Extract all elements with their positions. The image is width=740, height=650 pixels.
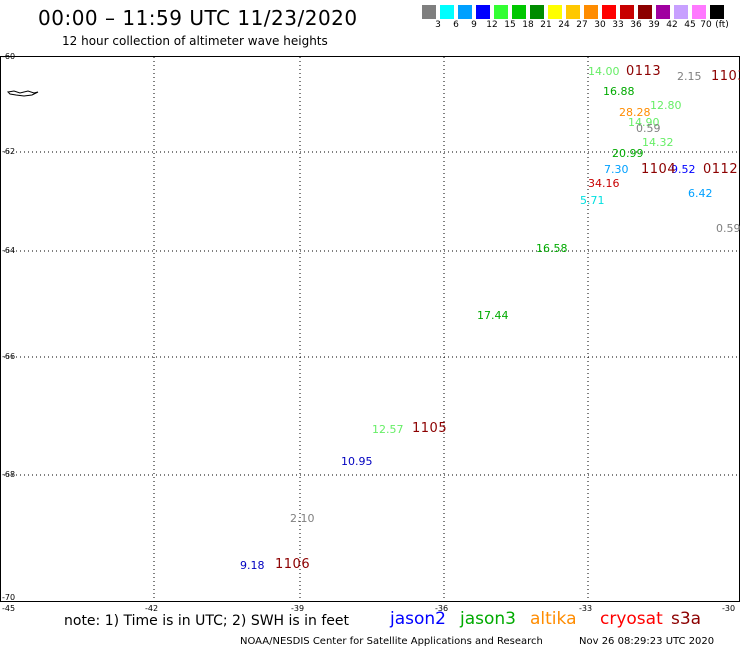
lon-label: -30 xyxy=(722,604,736,613)
wave-height-value: 14.32 xyxy=(642,136,674,149)
legend-swatch xyxy=(422,5,436,19)
lat-label: -70 xyxy=(2,593,16,602)
legend-swatch xyxy=(494,5,508,19)
wave-height-value: 9.18 xyxy=(240,559,265,572)
legend-label: 45 xyxy=(684,20,696,30)
legend-swatch xyxy=(602,5,616,19)
wave-height-value: 17.44 xyxy=(477,309,509,322)
legend-label: 30 xyxy=(594,20,606,30)
legend-swatch xyxy=(440,5,454,19)
station-id-label: 1106 xyxy=(275,557,311,572)
wave-height-value: 28.28 xyxy=(619,106,651,119)
legend-label: 12 xyxy=(486,20,498,30)
legend-label: 18 xyxy=(522,20,534,30)
island-outline xyxy=(6,90,39,97)
wave-height-value: 16.88 xyxy=(603,85,635,98)
lat-label: -66 xyxy=(2,352,16,361)
legend-swatch xyxy=(512,5,526,19)
lon-label: -45 xyxy=(2,604,16,613)
legend-swatch xyxy=(458,5,472,19)
map-subtitle: 12 hour collection of altimeter wave hei… xyxy=(62,34,328,48)
lat-label: -68 xyxy=(2,470,16,479)
legend-label: 24 xyxy=(558,20,570,30)
station-id-label: 1104 xyxy=(641,162,677,177)
lon-label: -39 xyxy=(291,604,305,613)
wave-height-value: 6.42 xyxy=(688,187,713,200)
legend-swatch xyxy=(476,5,490,19)
map-title: 00:00 – 11:59 UTC 11/23/2020 xyxy=(38,6,358,30)
legend-swatch xyxy=(638,5,652,19)
station-id-label: 1105 xyxy=(412,421,448,436)
legend-label: 39 xyxy=(648,20,660,30)
satellite-legend-jason2: jason2 xyxy=(390,609,446,629)
footer-organization: NOAA/NESDIS Center for Satellite Applica… xyxy=(240,636,543,647)
wave-height-value: 9.52 xyxy=(671,163,696,176)
legend-swatch xyxy=(692,5,706,19)
legend-unit: (ft) xyxy=(715,20,729,30)
wave-height-value: 12.80 xyxy=(650,99,682,112)
legend-label: 33 xyxy=(612,20,624,30)
legend-swatch xyxy=(548,5,562,19)
lon-label: -42 xyxy=(145,604,159,613)
lat-label: -60 xyxy=(2,52,16,61)
wave-height-value: 20.99 xyxy=(612,147,644,160)
wave-height-value: 10.95 xyxy=(341,455,373,468)
legend-label: 42 xyxy=(666,20,678,30)
legend-label: 70 xyxy=(700,20,712,30)
station-id-label: 0113 xyxy=(626,64,662,79)
wave-height-value: 5.71 xyxy=(580,194,605,207)
legend-label: 9 xyxy=(471,20,477,30)
wave-height-value: 34.16 xyxy=(588,177,620,190)
legend-swatch xyxy=(530,5,544,19)
satellite-legend-jason3: jason3 xyxy=(460,609,516,629)
lon-label: -36 xyxy=(435,604,449,613)
wave-height-value: 2.10 xyxy=(290,512,315,525)
wave-height-value: 14.00 xyxy=(588,65,620,78)
legend-swatch xyxy=(656,5,670,19)
satellite-legend-cryosat: cryosat xyxy=(600,609,663,629)
legend-swatch xyxy=(710,5,724,19)
legend-swatch xyxy=(674,5,688,19)
legend-label: 15 xyxy=(504,20,516,30)
lat-label: -62 xyxy=(2,147,16,156)
footer-timestamp: Nov 26 08:29:23 UTC 2020 xyxy=(579,636,715,647)
wave-height-value: 0.59 xyxy=(636,122,661,135)
legend-swatch xyxy=(584,5,598,19)
footnote: note: 1) Time is in UTC; 2) SWH is in fe… xyxy=(64,613,350,629)
legend-label: 3 xyxy=(435,20,441,30)
station-id-label: 0112 xyxy=(703,162,739,177)
wave-height-value: 14.90 xyxy=(628,116,660,129)
legend-label: 21 xyxy=(540,20,552,30)
station-id-label: 1103 xyxy=(711,69,740,84)
map-frame xyxy=(0,56,740,602)
legend-label: 36 xyxy=(630,20,642,30)
wave-height-value: 0.59 xyxy=(716,222,740,235)
satellite-legend-s3a: s3a xyxy=(671,609,702,629)
lat-label: -64 xyxy=(2,246,16,255)
legend-label: 27 xyxy=(576,20,588,30)
lon-label: -33 xyxy=(579,604,593,613)
wave-height-value: 12.57 xyxy=(372,423,404,436)
legend-swatch xyxy=(620,5,634,19)
wave-height-value: 16.58 xyxy=(536,242,568,255)
satellite-legend-altika: altika xyxy=(530,609,577,629)
legend-swatch xyxy=(566,5,580,19)
legend-label: 6 xyxy=(453,20,459,30)
wave-height-value: 7.30 xyxy=(604,163,629,176)
wave-height-value: 2.15 xyxy=(677,70,702,83)
